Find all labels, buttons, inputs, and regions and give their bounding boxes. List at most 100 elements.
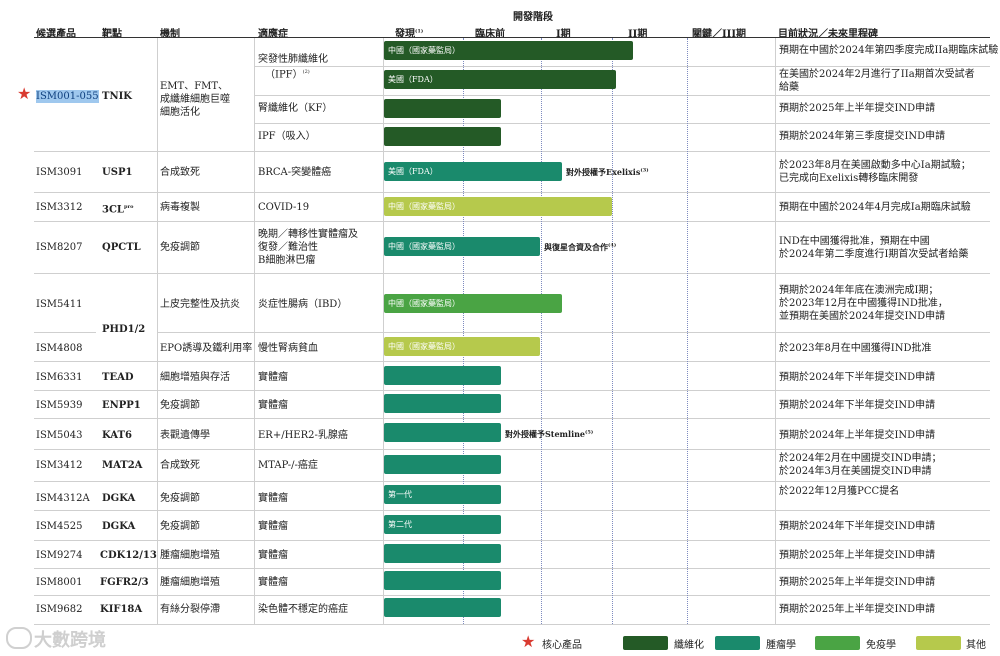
status-ism5411-line2: 於2023年12月在中國獲得IND批准， [779, 298, 948, 309]
indication-r7: 實體瘤 [258, 372, 288, 383]
indication-r11: 實體瘤 [258, 493, 288, 504]
status-header: 目前狀況／未來里程碑 [778, 29, 878, 40]
mechanism-r13: 腫瘤細胞增殖 [160, 550, 220, 561]
status-ism9274: 預期於2025年上半年提交IND申請 [779, 550, 936, 561]
mechanism-r8: 免疫調節 [160, 400, 200, 411]
target-mat2a: MAT2A [102, 460, 143, 471]
mechanism-header: 機制 [160, 29, 180, 40]
bar-ism8001 [384, 571, 501, 590]
indication-r4-line3: B細胞淋巴瘤 [258, 255, 316, 266]
status-ism8001: 預期於2025年上半年提交IND申請 [779, 577, 936, 588]
candidate-ism3312: ISM3312 [36, 202, 83, 213]
status-ism001-us-line1: 在美國於2024年2月進行了IIa期首次受試者 [779, 69, 975, 80]
preclinical-header: 臨床前 [475, 29, 505, 40]
mechanism-r1-line2: 成纖維細胞巨噬 [160, 94, 230, 105]
bar-ism3412 [384, 455, 501, 474]
legend-oncology-swatch [715, 636, 760, 650]
target-tead: TEAD [102, 372, 134, 383]
indication-kf: 腎纖維化（KF） [258, 103, 333, 114]
legend-immunology: 免疫學 [866, 640, 896, 651]
target-qpctl: QPCTL [102, 242, 141, 253]
target-cdk12: CDK12/13 [100, 550, 157, 561]
bar-ism5939 [384, 394, 501, 413]
bar-ism6331 [384, 366, 501, 385]
status-ism9682: 預期於2025年上半年提交IND申請 [779, 604, 936, 615]
target-3cl: 3CLpro [102, 204, 134, 216]
indication-ipf-line1: 突發性肺纖維化 [258, 54, 328, 65]
note-ism8207: 與復星合資及合作(4) [544, 242, 617, 252]
status-ism4525: 預期於2024年下半年提交IND申請 [779, 521, 936, 532]
mechanism-r9: 表觀遺傳學 [160, 430, 210, 441]
watermark-text: 大數跨境 [34, 630, 106, 651]
legend-oncology: 腫瘤學 [766, 640, 796, 651]
candidate-ism3412: ISM3412 [36, 460, 83, 471]
mechanism-r2: 合成致死 [160, 167, 200, 178]
note-ism5043: 對外授權予Stemline(5) [505, 429, 594, 439]
status-ism8207-line1: IND在中國獲得批准，預期在中國 [779, 236, 930, 247]
bar-ism9274 [384, 544, 501, 563]
mechanism-r12: 免疫調節 [160, 521, 200, 532]
note-ism3091: 對外授權予Exelixis(3) [566, 167, 649, 177]
indication-header: 適應症 [258, 29, 288, 40]
indication-r8: 實體瘤 [258, 400, 288, 411]
status-ism8207-line2: 於2024年第二季度進行I期首次受試者給藥 [779, 249, 969, 260]
status-ism4312a: 於2022年12月獲PCC提名 [779, 486, 900, 497]
status-ism5043: 預期於2024年上半年提交IND申請 [779, 430, 936, 441]
mechanism-r1-line1: EMT、FMT、 [160, 81, 229, 92]
dev-stage-header: 開發階段 [513, 12, 553, 23]
status-ism001-ipf-cn: 預期在中國於2024年第四季度完成IIa期臨床試驗 [779, 45, 999, 56]
bar-ism9682 [384, 598, 501, 617]
indication-r15: 染色體不穩定的癌症 [258, 604, 348, 615]
status-ism5939: 預期於2024年下半年提交IND申請 [779, 400, 936, 411]
core-product-star-icon: ★ [17, 84, 32, 103]
indication-r10: MTAP-/-癌症 [258, 460, 318, 471]
header-rule [34, 37, 990, 38]
indication-r2: BRCA-突變體癌 [258, 167, 332, 178]
legend-other-swatch [916, 636, 961, 650]
bar-ism5043 [384, 423, 501, 442]
indication-ipf-inhaled: IPF（吸入） [258, 131, 316, 142]
status-ism5411-line3: 並預期在美國於2024年提交IND申請 [779, 311, 946, 322]
candidate-ism3091: ISM3091 [36, 167, 83, 178]
legend-fibrosis-swatch [623, 636, 668, 650]
target-enpp1: ENPP1 [102, 400, 141, 411]
candidate-ism001-055[interactable]: ISM001-055 [36, 90, 99, 103]
candidate-ism8207: ISM8207 [36, 242, 83, 253]
mechanism-r10: 合成致死 [160, 460, 200, 471]
pivotal-header: 關鍵／III期 [692, 29, 747, 40]
status-ism6331: 預期於2024年下半年提交IND申請 [779, 372, 936, 383]
candidate-header: 候選產品 [36, 29, 76, 40]
phase2-header: II期 [628, 29, 648, 40]
indication-r5: 炎症性腸病（IBD） [258, 299, 348, 310]
candidate-ism4808: ISM4808 [36, 343, 83, 354]
bar-ism3091: 美國（FDA） [384, 162, 562, 181]
mechanism-r4: 免疫調節 [160, 242, 200, 253]
legend-other: 其他 [966, 640, 986, 651]
bar-ism5411: 中國（國家藥監局） [384, 294, 562, 313]
candidate-ism5939: ISM5939 [36, 400, 83, 411]
bar-ism4312a: 第一代 [384, 485, 501, 504]
legend-immunology-swatch [815, 636, 860, 650]
bar-ism4808: 中國（國家藥監局） [384, 337, 540, 356]
target-kif18a: KIF18A [100, 604, 143, 615]
mechanism-r6: EPO誘導及鐵利用率 [160, 343, 253, 354]
status-ism3091-line2: 已完成向Exelixis轉移臨床開發 [779, 173, 919, 184]
candidate-ism5043: ISM5043 [36, 430, 83, 441]
indication-r3: COVID-19 [258, 202, 310, 213]
legend-star-icon: ★ [521, 632, 536, 651]
bar-ism001-inhaled [384, 127, 501, 146]
status-ism001-kf: 預期於2025年上半年提交IND申請 [779, 103, 936, 114]
indication-ipf-line2: （IPF）(2) [265, 69, 310, 81]
target-fgfr: FGFR2/3 [100, 577, 149, 588]
bar-ism001-us: 美國（FDA） [384, 70, 616, 89]
target-dgka-2: DGKA [102, 521, 136, 532]
target-usp1: USP1 [102, 167, 133, 178]
indication-r4-line1: 晚期／轉移性實體瘤及 [258, 229, 358, 240]
phase1-header: I期 [556, 29, 571, 40]
target-dgka-1: DGKA [102, 493, 136, 504]
status-ism4808: 於2023年8月在中國獲得IND批准 [779, 343, 932, 354]
status-ism3412-line2: 於2024年3月在美國提交IND申請 [779, 466, 932, 477]
status-ism3091-line1: 於2023年8月在美國啟動多中心Ia期試驗； [779, 160, 971, 171]
candidate-ism8001: ISM8001 [36, 577, 83, 588]
bar-ism8207: 中國（國家藥監局） [384, 237, 540, 256]
